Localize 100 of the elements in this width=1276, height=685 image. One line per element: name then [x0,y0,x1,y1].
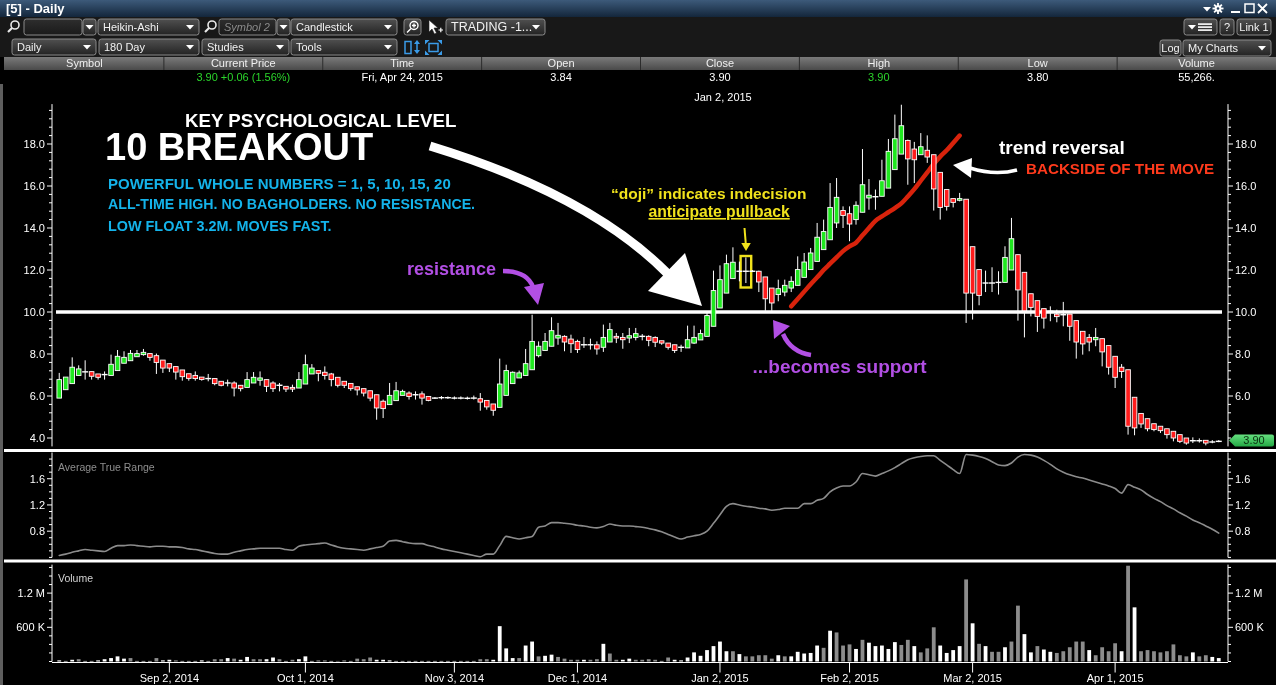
text: Volume [1178,57,1215,69]
y2-tick-label: 6.0 [1235,389,1251,402]
bar [536,656,541,662]
bar [607,653,612,662]
y-tick-label: 18.0 [23,137,45,150]
text: 3.90 [709,71,731,83]
y-tick-label: 8.0 [29,347,45,360]
bar [1106,651,1111,662]
bar [763,655,768,662]
bar [1177,655,1182,662]
y-tick-label: 12.0 [23,263,45,276]
annotation: “doji” indicates indecision [611,184,807,202]
y2-tick-label: 600 K [1235,621,1265,634]
bar [1113,643,1118,662]
bar [361,659,366,662]
y2-tick-label: 12.0 [1235,263,1257,276]
text: Volume [58,572,94,584]
bar [277,659,282,662]
bar [1152,651,1156,662]
y2-tick-label: 0.8 [1235,525,1251,538]
x-tick-label: Sep 2, 2014 [139,672,200,684]
y2-tick-label: 10.0 [1235,305,1257,318]
bar [1126,565,1130,662]
text: 3.90 +0.06 (1.56%) [196,71,291,83]
bar [212,659,217,662]
annotation: KEY PSYCHOLOGICAL LEVEL [185,110,457,131]
bar [750,656,755,662]
bar [1139,651,1143,662]
bar [128,658,133,662]
y2-tick-label: 8.0 [1235,347,1251,360]
annotation: POWERFUL WHOLE NUMBERS = 1, 5, 10, 15, 20 [108,175,451,192]
bar [1080,641,1085,662]
bar [556,656,560,662]
bar [1197,656,1202,662]
y2-tick-label: 18.0 [1235,137,1257,150]
bar [517,658,522,662]
y-tick-label: 4.0 [29,431,45,444]
bar [743,656,748,662]
bar [821,647,826,662]
y2-tick-label: 1.2 M [1235,586,1263,599]
y-tick-label: 16.0 [23,179,45,192]
y-tick-label: 600 K [16,621,46,634]
text: High [867,57,891,69]
y-tick-label: 1.6 [29,472,45,485]
text: My Charts [1188,42,1239,54]
bar [1093,655,1098,662]
y-tick-label: 1.2 M [17,586,45,599]
x-tick-label: Apr 1, 2015 [1086,672,1144,684]
bar [1203,655,1208,662]
bar [931,627,936,662]
x-tick-label: Oct 1, 2014 [276,672,334,684]
bar [646,659,651,662]
x-tick-label: Dec 1, 2014 [547,672,608,684]
text: Studies [207,41,245,53]
bar [1054,652,1059,662]
x-tick-label: Nov 3, 2014 [424,672,485,684]
y2-tick-label: 1.2 [1235,498,1251,511]
text: Close [705,57,734,69]
annotation: ...becomes support [752,356,928,377]
text: 3.84 [550,71,572,83]
text: Tools [296,41,323,53]
bar [756,655,761,662]
text: TRADING -1... [451,20,533,34]
y2-tick-label: 16.0 [1235,179,1257,192]
bar [905,639,910,662]
bar [594,659,599,662]
bar [251,659,256,662]
y-tick-label: 6.0 [29,389,45,402]
annotation: BACKSIDE OF THE MOVE [1026,160,1215,177]
bar [1016,605,1020,662]
bar [355,658,360,662]
text: Fri, Apr 24, 2015 [361,71,443,83]
text: 3.80 [1026,71,1049,83]
bar [964,579,969,662]
text: Daily [17,41,42,53]
bar [666,657,671,662]
bar [925,648,930,662]
y-tick-label: 10.0 [23,305,45,318]
text: 3.90 [1243,434,1265,447]
text: Jan 2, 2015 [694,91,752,103]
line-series [58,453,1220,558]
bar [782,656,787,662]
bar [769,658,774,662]
bar [258,659,262,662]
annotation: resistance [407,258,497,279]
annotation: trend reversal [999,136,1125,158]
bar [977,643,981,662]
y-tick-label: 1.2 [29,498,45,511]
text: Current Price [210,57,276,69]
text: Average True Range [58,461,155,473]
bar [899,644,904,662]
bar [841,645,845,662]
text: Candlestick [296,21,354,33]
bar [1067,647,1072,662]
annotation: ALL-TIME HIGH. NO BAGHOLDERS. NO RESISTANCE. [108,196,476,212]
bar [154,658,159,662]
bar [1165,651,1169,662]
annotation: anticipate pullback [648,203,790,220]
bar [219,659,224,662]
text: Heikin-Ashi [103,21,159,33]
